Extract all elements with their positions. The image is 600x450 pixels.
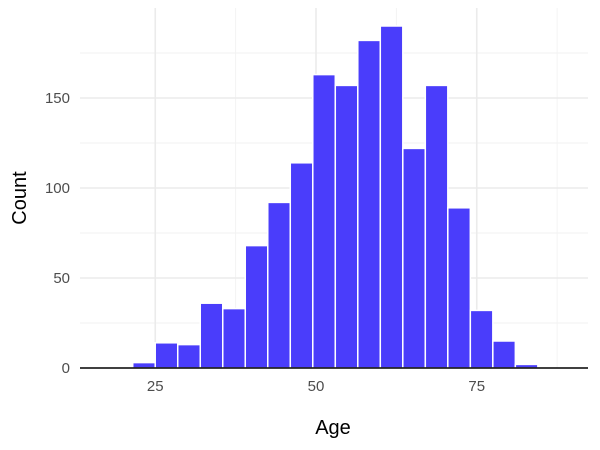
histogram-bar [334,84,359,369]
histogram-bar [199,302,224,369]
histogram-bar [447,207,472,369]
tick-labels: 25 50 75 0 50 100 150 [45,90,485,395]
x-tick-label: 75 [468,378,485,395]
histogram-bar [267,201,292,369]
histogram-bar [357,39,382,369]
y-tick-label: 0 [62,360,70,377]
histogram-bar [289,162,314,369]
x-tick-label: 50 [308,378,325,395]
histogram-bar [176,343,201,369]
y-tick-label: 100 [45,180,70,197]
histogram-bar [469,309,494,369]
histogram-bar [492,340,517,369]
histogram-bar [154,342,179,369]
y-axis-title: Count [9,171,31,225]
histogram-bar [402,147,427,369]
histogram-bar [424,84,449,369]
y-tick-label: 50 [53,270,70,287]
histogram-bars [131,25,539,369]
histogram-bar [244,244,269,369]
x-axis-title: Age [315,417,351,439]
histogram-bar [312,73,337,369]
x-tick-label: 25 [147,378,164,395]
histogram-bar [379,25,404,369]
histogram-bar [131,361,156,369]
histogram-bar [222,307,247,369]
y-tick-label: 150 [45,90,70,107]
